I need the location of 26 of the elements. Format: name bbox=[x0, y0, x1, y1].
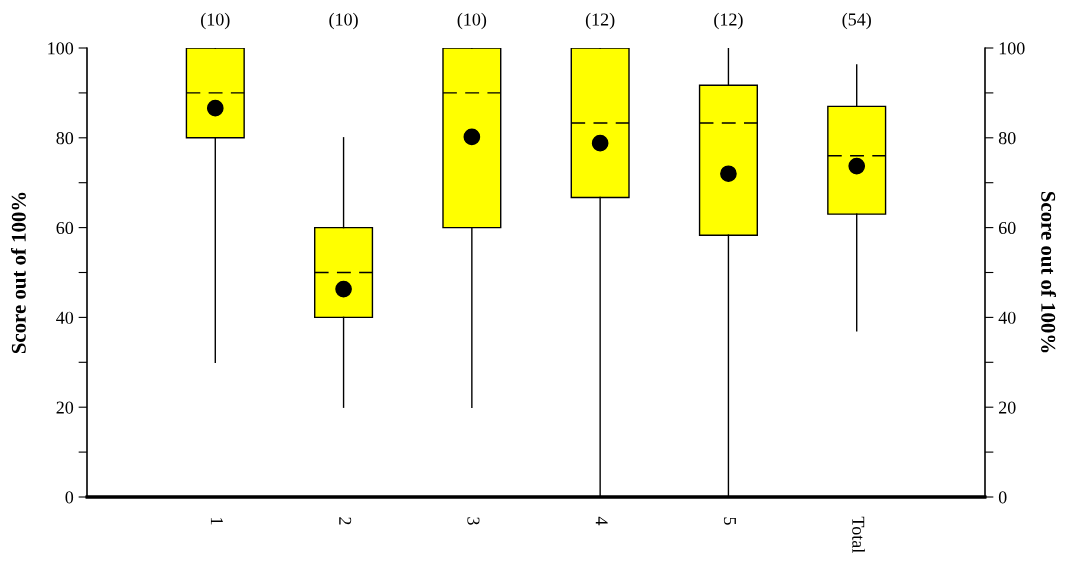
y2-axis-title: Score out of 100% bbox=[1041, 191, 1057, 353]
y-axis-title: Score out of 100% bbox=[10, 192, 26, 354]
text: (10) bbox=[201, 12, 230, 30]
text: (10) bbox=[457, 12, 487, 30]
y-tick-label: 0 bbox=[65, 491, 74, 504]
y-tick-label: 60 bbox=[56, 221, 74, 235]
text: (10) bbox=[329, 12, 358, 30]
y2-tick-label: 40 bbox=[998, 311, 1016, 324]
y2-tick-label: 100 bbox=[999, 42, 1025, 55]
x-tick-label: 3 bbox=[467, 517, 480, 525]
text: (12) bbox=[714, 12, 743, 30]
y2-tick-label: 80 bbox=[998, 132, 1016, 145]
x-tick-label: 5 bbox=[723, 517, 736, 525]
y-tick-label: 20 bbox=[56, 401, 74, 414]
x-tick-label: Total bbox=[852, 516, 865, 553]
x-tick-label: 1 bbox=[210, 518, 223, 525]
y2-tick-label: 60 bbox=[998, 221, 1016, 235]
x-tick-label: 2 bbox=[339, 517, 352, 525]
text: (12) bbox=[585, 12, 615, 30]
y2-tick-label: 0 bbox=[998, 491, 1007, 504]
y2-tick-label: 20 bbox=[998, 401, 1016, 414]
y-tick-label: 100 bbox=[48, 42, 74, 55]
text: (54) bbox=[842, 12, 871, 30]
y-tick-label: 80 bbox=[56, 132, 74, 145]
y-tick-label: 40 bbox=[56, 311, 74, 324]
x-tick-label: 4 bbox=[595, 516, 608, 526]
